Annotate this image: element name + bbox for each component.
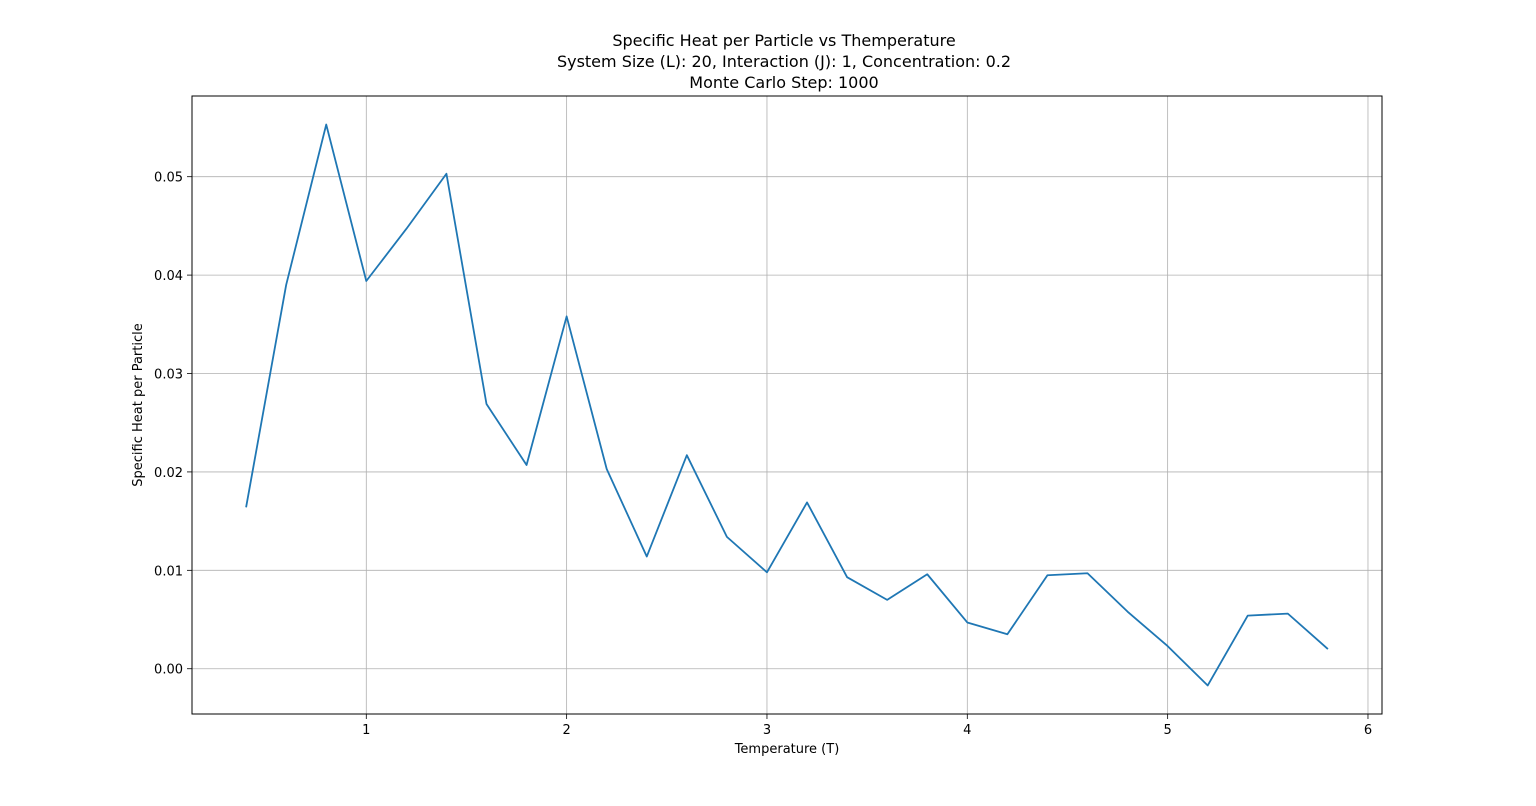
y-tick-label: 0.02 [154,466,183,481]
x-tick-label: 4 [963,723,971,738]
plot-frame [191,95,1383,715]
y-tick-label: 0.01 [154,564,183,579]
x-tick-label: 6 [1364,723,1372,738]
chart-subtitle-line-1: System Size (L): 20, Interaction (J): 1,… [557,52,1011,71]
x-tick-label: 2 [562,723,570,738]
x-tick-label: 3 [763,723,771,738]
chart-subtitle-line-2: Monte Carlo Step: 1000 [689,73,878,92]
y-tick-label: 0.03 [154,368,183,383]
y-tick-label: 0.04 [154,269,183,284]
y-tick-label: 0.00 [154,663,183,678]
x-axis-label: Temperature (T) [734,742,840,757]
chart-title: Specific Heat per Particle vs Themperatu… [612,31,955,50]
x-tick-label: 1 [362,723,370,738]
series-line-0 [245,123,1329,687]
grid [192,96,1382,714]
y-axis-label: Specific Heat per Particle [131,323,146,486]
y-tick-label: 0.05 [154,171,183,186]
axis-ticks: 1 2 3 4 5 6 0.00 0.01 0.02 0.03 0.04 0.05 [154,171,1372,738]
series-layer [245,123,1329,687]
x-tick-label: 5 [1163,723,1171,738]
